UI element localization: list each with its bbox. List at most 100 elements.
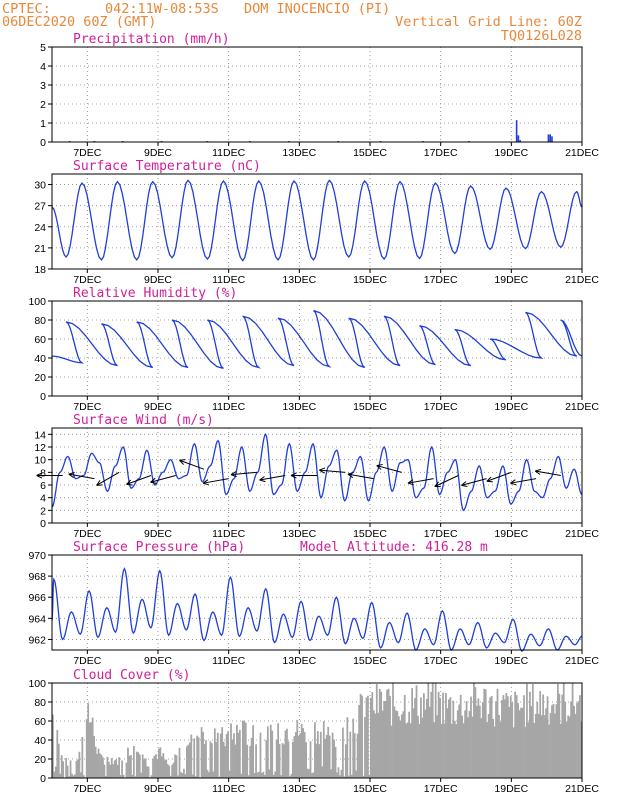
panel-title: Surface Pressure (hPa)	[73, 540, 245, 555]
cloud-bar	[317, 731, 319, 778]
cloud-bar	[529, 691, 531, 778]
cloud-bar	[390, 725, 393, 778]
precip-bar	[549, 134, 551, 142]
cloud-bar	[281, 743, 284, 778]
cloud-bar	[305, 742, 307, 778]
cloud-bar	[579, 695, 581, 778]
cloud-bar	[303, 732, 306, 778]
wind-vector	[434, 475, 459, 488]
cloud-bar	[555, 704, 558, 778]
cloud-bar	[509, 696, 512, 778]
cloud-bar	[561, 694, 564, 778]
cloud-bar	[138, 754, 141, 778]
cloud-bar	[102, 757, 104, 778]
cloud-bar	[227, 731, 229, 778]
cloud-bar	[212, 771, 215, 778]
cloud-bar	[330, 769, 333, 778]
x-tick-label: 19DEC	[494, 274, 528, 286]
cloud-bar	[408, 711, 411, 778]
cloud-bar	[347, 775, 350, 778]
wind-vector-shaft	[376, 465, 402, 473]
panel-title: Relative Humidity (%)	[73, 286, 237, 301]
cloud-bar	[194, 776, 197, 778]
cloud-bar	[362, 775, 365, 778]
y-tick-label: 0	[40, 773, 46, 785]
cloud-bar	[264, 774, 266, 778]
cloud-bar	[542, 694, 545, 778]
cloud-bar	[468, 710, 471, 778]
cloud-bar	[183, 768, 185, 778]
cloud-bar	[412, 708, 415, 778]
y-tick-label: 60	[34, 716, 46, 728]
cloud-bar	[431, 683, 434, 778]
cloud-bar	[71, 773, 73, 778]
cloud-bar	[144, 758, 147, 778]
cloud-bar	[420, 697, 422, 778]
y-tick-label: 80	[34, 315, 46, 327]
cloud-bar	[381, 710, 384, 778]
wind-vector-head	[179, 459, 185, 465]
x-tick-label: 21DEC	[565, 783, 599, 795]
x-tick-label: 19DEC	[494, 783, 528, 795]
cloud-bar	[158, 748, 160, 778]
cloud-bar	[160, 756, 163, 778]
cloud-bar	[365, 697, 368, 778]
cloud-bar	[378, 688, 381, 778]
y-tick-label: 60	[34, 334, 46, 346]
cloud-bar	[165, 759, 168, 778]
wind-vector-head	[347, 473, 354, 479]
wind-vector-head	[407, 482, 414, 486]
wind-vector-head	[319, 467, 326, 471]
cloud-bar	[231, 739, 234, 778]
cloud-bar	[370, 697, 372, 778]
plot-frame	[51, 300, 583, 397]
cloud-bar	[131, 774, 134, 778]
cloud-bar	[91, 717, 94, 778]
cloud-bar	[456, 710, 459, 778]
cloud-bar	[253, 772, 256, 778]
cloud-bar	[60, 755, 63, 778]
cloud-bar	[78, 751, 81, 778]
cloud-bar	[446, 708, 449, 778]
cloud-bar	[443, 723, 446, 778]
wind-vector-shaft	[230, 471, 257, 476]
cloud-bar	[352, 718, 355, 778]
wind-vector-head	[486, 476, 492, 482]
cloud-bar	[119, 775, 122, 778]
x-tick-label: 15DEC	[353, 147, 387, 159]
cloud-bar	[559, 723, 562, 778]
precip-bar	[519, 140, 521, 142]
x-tick-label: 19DEC	[494, 401, 528, 413]
panel-3: Relative Humidity (%) 0 20 40 60 80 100 7DEC 9DE…	[28, 286, 599, 413]
cloud-bar	[187, 744, 190, 778]
cloud-bar	[576, 703, 578, 778]
cloud-bar	[400, 714, 403, 778]
x-tick-label: 13DEC	[282, 274, 316, 286]
cloud-bar	[116, 764, 119, 778]
cloud-bar	[315, 743, 318, 778]
cloud-bar	[208, 772, 210, 778]
cloud-bar	[367, 695, 369, 778]
cloud-bar	[262, 771, 265, 778]
cloud-bar	[225, 734, 228, 778]
cloud-bar	[241, 720, 244, 778]
header-coords: 042:11W-08:53S	[105, 1, 219, 17]
wind-vector	[230, 471, 257, 478]
precip-bar	[551, 136, 553, 142]
panel-title: Surface Wind (m/s)	[73, 413, 214, 428]
cloud-bar	[427, 683, 430, 778]
wind-vector-head	[36, 472, 43, 476]
y-tick-label: 100	[28, 296, 46, 308]
wind-vector-head	[535, 468, 542, 472]
wind-vector	[150, 475, 176, 484]
cloud-bar	[202, 731, 204, 778]
cloud-bar	[88, 722, 91, 778]
cloud-bar	[452, 700, 455, 778]
cloud-bar	[361, 695, 363, 778]
cloud-bar	[567, 715, 570, 778]
cloud-bar	[549, 713, 552, 778]
cloud-bar	[206, 769, 209, 778]
wind-vector	[407, 478, 434, 486]
cloud-bar	[90, 722, 93, 778]
cloud-bar	[453, 720, 456, 778]
